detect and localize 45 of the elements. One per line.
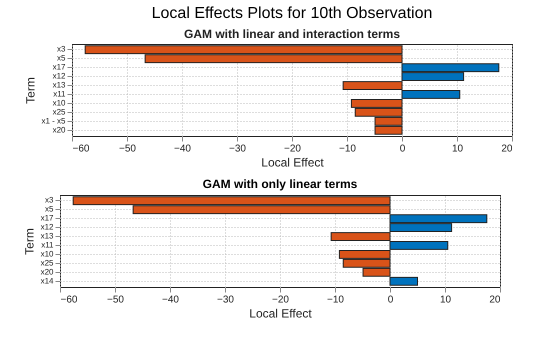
- x-tick-label: 10: [452, 144, 464, 154]
- y-tick-label: x25: [40, 258, 54, 268]
- chart-subtitle: GAM with linear and interaction terms: [184, 27, 400, 41]
- y-tick-label: x11: [53, 89, 66, 98]
- x-tick-label: −30: [229, 144, 246, 154]
- y-tick-label: x5: [45, 204, 54, 214]
- chart-title: GAM with only linear terms: [202, 177, 358, 191]
- x-tick-label: 0: [400, 144, 406, 154]
- y-tick-label: x12: [52, 72, 66, 81]
- x-tick-label: 10: [440, 294, 452, 306]
- y-tick-label: x20: [40, 267, 54, 276]
- x-tick-label: −60: [72, 144, 90, 154]
- x-tick-label: −30: [217, 294, 234, 306]
- x-tick-label: −40: [162, 294, 180, 306]
- y-tick-label: x10: [40, 249, 54, 258]
- y-tick-label: x25: [52, 107, 66, 116]
- y-tick-label: x13: [40, 232, 54, 241]
- y-tick-label: x3: [57, 44, 66, 54]
- x-tick-label: 20: [501, 144, 513, 154]
- y-tick-label: x5: [57, 54, 66, 63]
- chart-title: Local Effects Plots for 10th Observation: [152, 5, 432, 22]
- y-tick-label: x20: [52, 125, 66, 134]
- x-tick-label: −40: [174, 144, 192, 154]
- x-axis-title: Local Effect: [249, 306, 312, 320]
- y-tick-label: x17: [40, 214, 54, 223]
- x-tick-label: −20: [272, 294, 290, 306]
- x-tick-label: 20: [489, 294, 501, 306]
- y-tick-label: x13: [52, 80, 66, 90]
- y-tick-label: x1 - x5: [41, 116, 66, 126]
- x-tick-label: −50: [107, 294, 124, 306]
- y-tick-label: x10: [52, 98, 66, 108]
- y-tick-label: x14: [40, 276, 54, 286]
- y-tick-label: x3: [45, 196, 54, 205]
- x-tick-label: −60: [60, 294, 78, 306]
- y-axis-title: Term: [23, 77, 38, 104]
- y-axis-title: Term: [22, 228, 37, 255]
- x-tick-label: −10: [339, 144, 356, 154]
- x-axis-title: Local Effect: [261, 156, 324, 170]
- x-tick-label: −50: [119, 144, 136, 154]
- y-tick-label: x11: [41, 240, 54, 250]
- x-tick-label: −20: [284, 144, 302, 154]
- y-tick-label: x12: [40, 222, 54, 232]
- x-tick-label: 0: [388, 294, 394, 306]
- x-tick-label: −10: [327, 294, 344, 306]
- y-tick-label: x17: [52, 62, 66, 72]
